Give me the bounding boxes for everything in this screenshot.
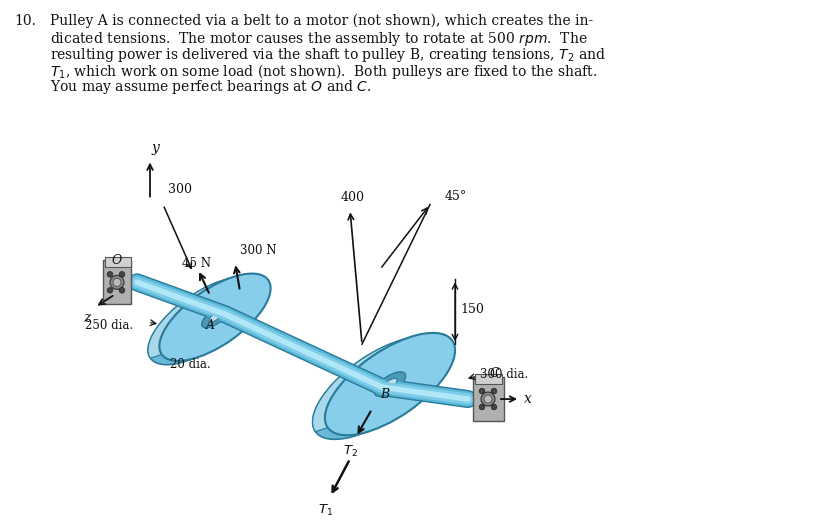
Text: 45 N: 45 N	[182, 257, 211, 270]
Text: x: x	[524, 392, 532, 406]
Ellipse shape	[209, 313, 221, 322]
Text: 300 N: 300 N	[240, 244, 277, 257]
Ellipse shape	[113, 278, 121, 287]
Ellipse shape	[110, 275, 124, 289]
Text: 20 dia.: 20 dia.	[170, 358, 211, 371]
Polygon shape	[473, 377, 504, 421]
Ellipse shape	[383, 378, 397, 390]
Text: 45°: 45°	[445, 189, 467, 203]
Text: y: y	[152, 140, 160, 155]
Polygon shape	[105, 257, 131, 267]
Circle shape	[119, 288, 125, 293]
Text: B: B	[380, 387, 389, 400]
Ellipse shape	[481, 392, 495, 406]
Ellipse shape	[313, 337, 443, 440]
Text: 300: 300	[168, 183, 192, 196]
Text: resulting power is delivered via the shaft to pulley B, creating tensions, $T_2$: resulting power is delivered via the sha…	[50, 46, 606, 64]
Text: You may assume perfect bearings at $O$ and $C$.: You may assume perfect bearings at $O$ a…	[50, 78, 372, 96]
Text: O: O	[112, 254, 122, 267]
Polygon shape	[313, 333, 452, 432]
Circle shape	[107, 288, 112, 293]
Ellipse shape	[148, 277, 259, 365]
Circle shape	[479, 404, 485, 410]
Text: 400: 400	[341, 191, 365, 204]
Text: dicated tensions.  The motor causes the assembly to rotate at 500 $\it{rpm}$.  T: dicated tensions. The motor causes the a…	[50, 30, 587, 48]
Text: $T_1$, which work on some load (not shown).  Both pulleys are fixed to the shaft: $T_1$, which work on some load (not show…	[50, 62, 597, 81]
Circle shape	[107, 271, 112, 277]
Text: C: C	[489, 366, 499, 379]
Circle shape	[491, 404, 497, 410]
Ellipse shape	[374, 372, 405, 396]
Text: $T_2$: $T_2$	[342, 444, 357, 459]
Text: 150: 150	[460, 303, 484, 316]
Text: 10.: 10.	[14, 14, 36, 28]
Circle shape	[491, 388, 497, 394]
Polygon shape	[148, 274, 268, 358]
Text: 250 dia.: 250 dia.	[85, 319, 133, 331]
Circle shape	[119, 271, 125, 277]
Text: A: A	[206, 319, 215, 331]
Circle shape	[479, 388, 485, 394]
Ellipse shape	[484, 395, 492, 403]
Text: 300 dia.: 300 dia.	[480, 367, 529, 381]
Ellipse shape	[159, 274, 271, 361]
Ellipse shape	[201, 307, 228, 328]
Text: Pulley A is connected via a belt to a motor (not shown), which creates the in-: Pulley A is connected via a belt to a mo…	[50, 14, 593, 28]
Text: $T_1$: $T_1$	[319, 503, 334, 518]
Text: z: z	[83, 311, 90, 325]
Polygon shape	[103, 260, 131, 304]
Ellipse shape	[325, 333, 455, 435]
Polygon shape	[475, 374, 502, 384]
